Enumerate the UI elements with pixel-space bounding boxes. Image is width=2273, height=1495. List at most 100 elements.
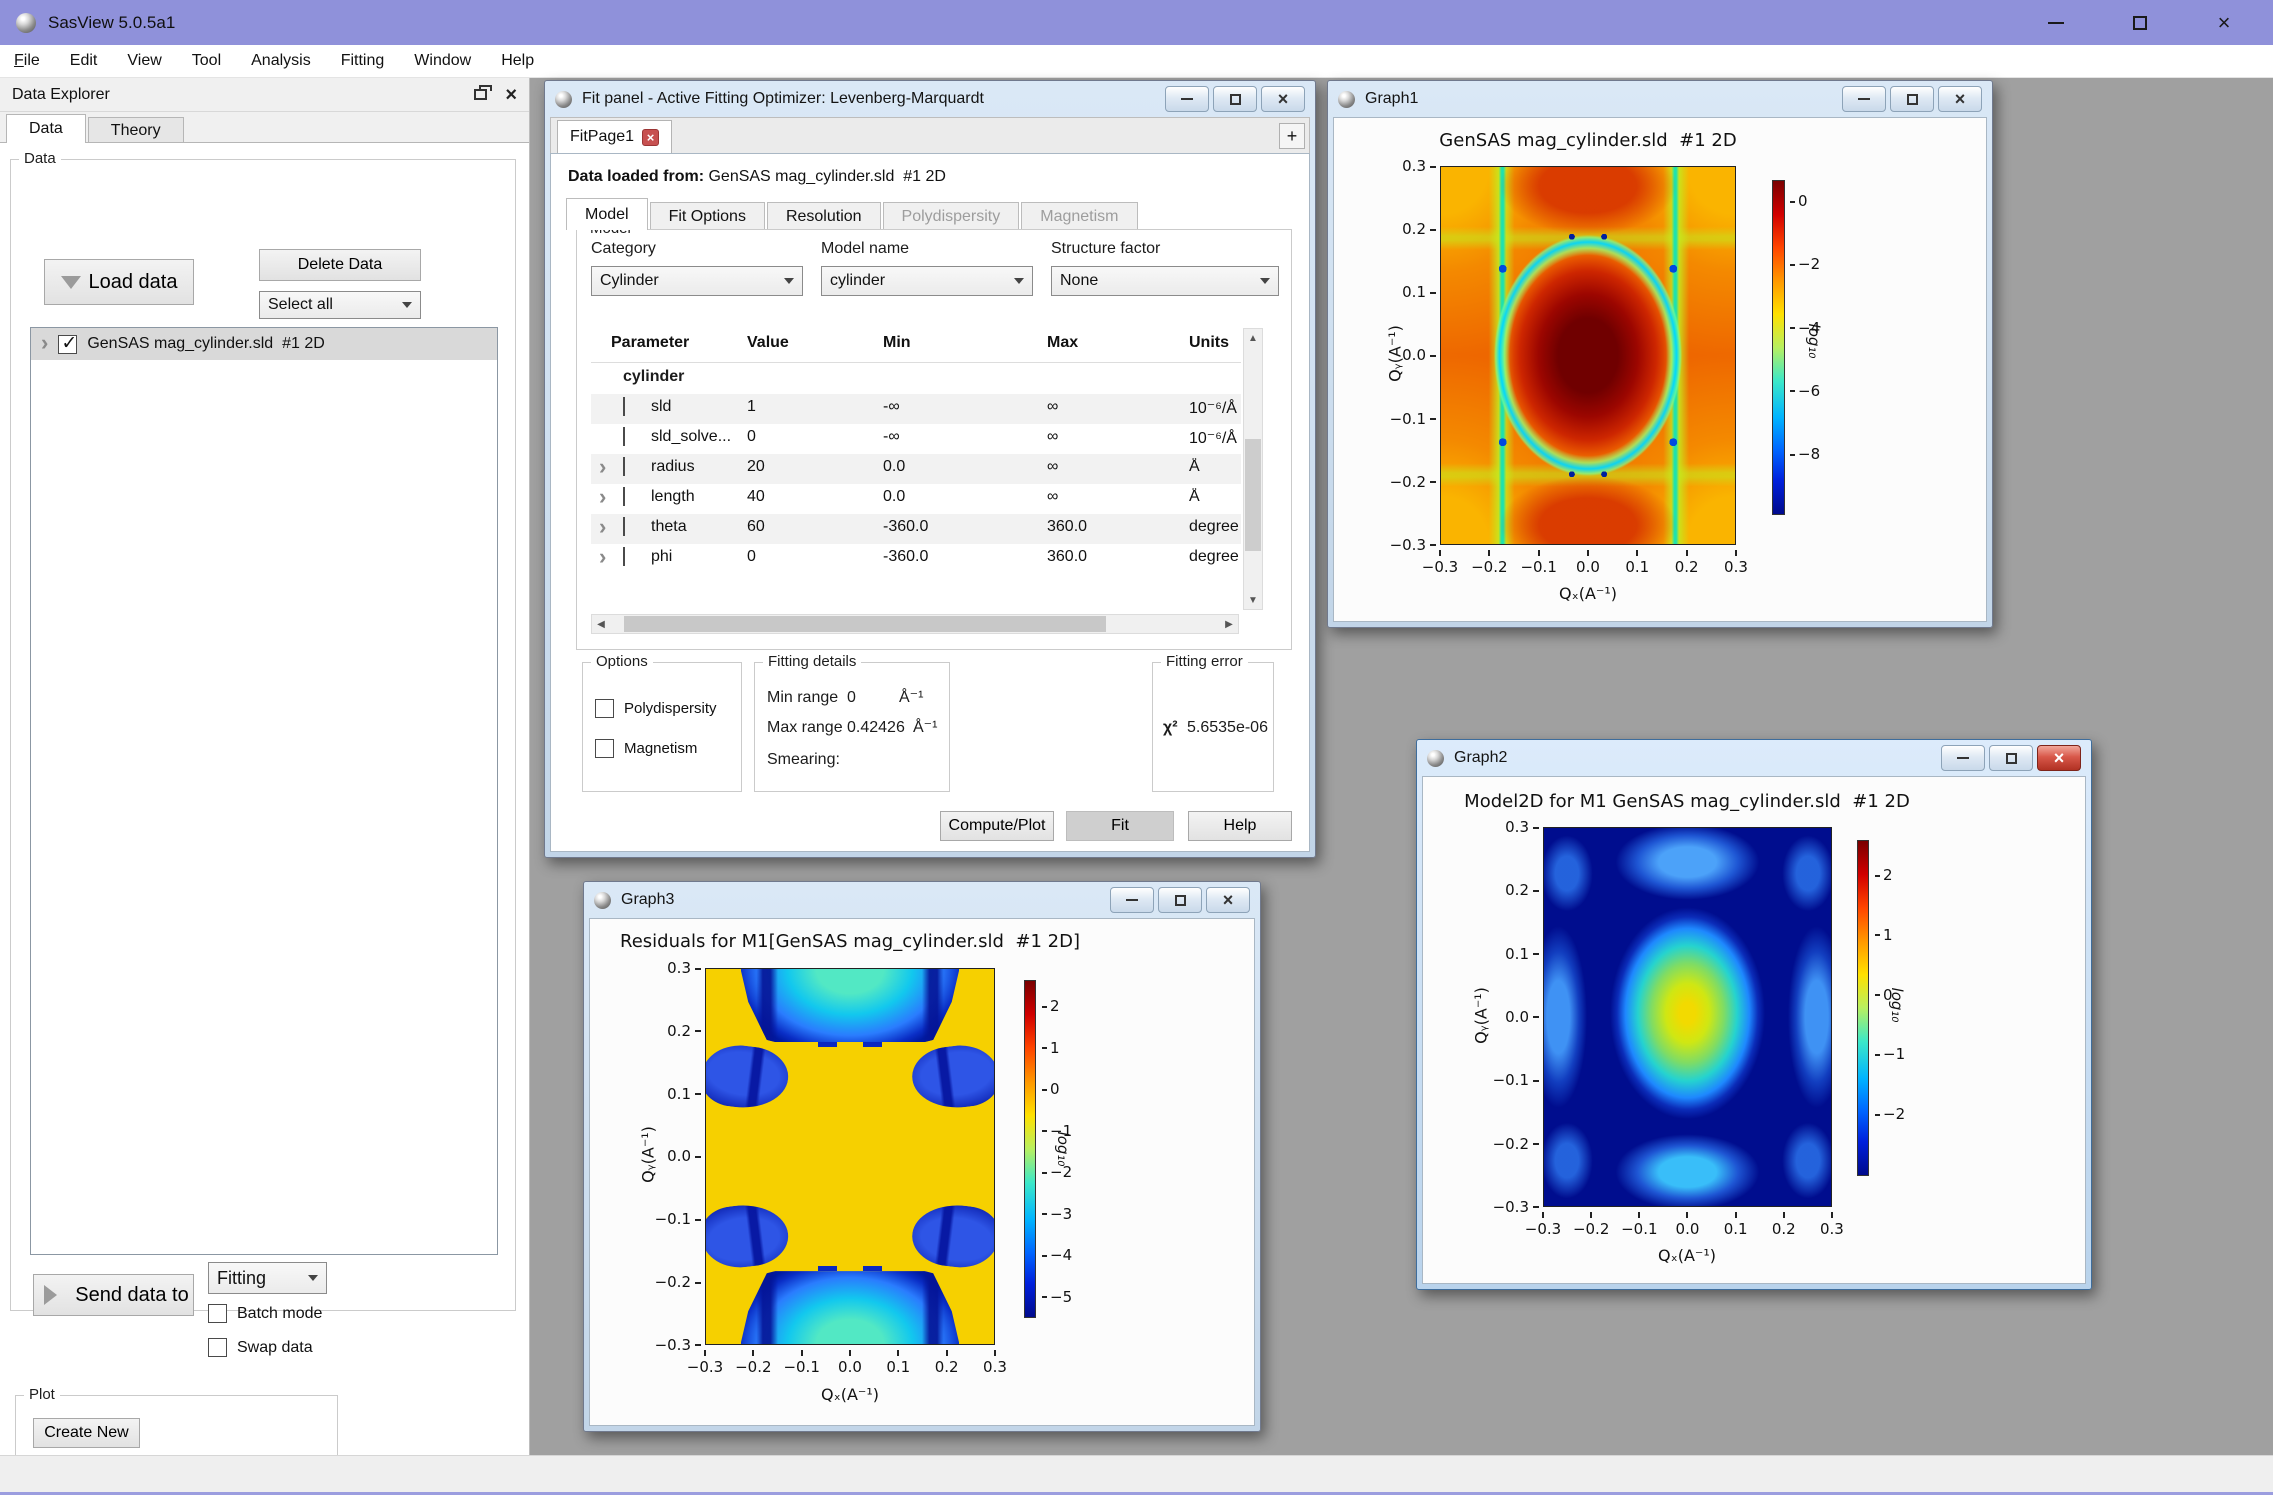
- graph3-heatmap[interactable]: [705, 968, 995, 1345]
- close-button[interactable]: ×: [1261, 86, 1305, 112]
- graph3-titlebar[interactable]: Graph3 ×: [584, 882, 1260, 918]
- graph2-canvas[interactable]: Model2D for M1 GenSAS mag_cylinder.sld #…: [1422, 776, 2086, 1284]
- graph1-titlebar[interactable]: Graph1 ×: [1328, 81, 1992, 117]
- param-row[interactable]: theta 60 -360.0 360.0 degree: [591, 514, 1241, 544]
- checkbox-icon[interactable]: [208, 1338, 227, 1357]
- tab-resolution[interactable]: Resolution: [766, 202, 881, 230]
- param-row[interactable]: sld 1 -∞ ∞ 10⁻⁶/Å: [591, 394, 1241, 424]
- param-checkbox[interactable]: [623, 547, 625, 566]
- scroll-right-icon[interactable]: ▶: [1225, 618, 1233, 630]
- tab-magnetism[interactable]: Magnetism: [1021, 202, 1138, 230]
- close-button[interactable]: ×: [1206, 887, 1250, 913]
- scroll-thumb[interactable]: [624, 616, 1106, 632]
- checkbox-icon[interactable]: [595, 739, 614, 758]
- checkbox-icon[interactable]: [208, 1304, 227, 1323]
- expand-icon[interactable]: [41, 334, 48, 355]
- graph3-canvas[interactable]: Residuals for M1[GenSAS mag_cylinder.sld…: [589, 918, 1255, 1426]
- tab-theory[interactable]: Theory: [87, 117, 184, 143]
- minimize-button[interactable]: [1842, 86, 1886, 112]
- scroll-down-icon[interactable]: ▼: [1248, 594, 1258, 606]
- close-button[interactable]: ×: [2211, 10, 2237, 36]
- scroll-thumb[interactable]: [1245, 439, 1261, 551]
- batch-mode-checkbox[interactable]: Batch mode: [208, 1304, 322, 1323]
- minimize-button[interactable]: [1165, 86, 1209, 112]
- tab-data[interactable]: Data: [6, 114, 86, 143]
- data-explorer-tabs: Data Theory: [6, 114, 184, 143]
- close-button[interactable]: ×: [2037, 745, 2081, 771]
- structure-factor-dropdown[interactable]: None: [1051, 266, 1279, 296]
- expand-icon[interactable]: [599, 458, 606, 479]
- swap-data-checkbox[interactable]: Swap data: [208, 1338, 313, 1357]
- param-checkbox[interactable]: [623, 487, 625, 506]
- minimize-button[interactable]: [2043, 10, 2069, 36]
- param-row[interactable]: sld_solve... 0 -∞ ∞ 10⁻⁶/Å: [591, 424, 1241, 454]
- category-dropdown[interactable]: Cylinder: [591, 266, 803, 296]
- param-checkbox[interactable]: [623, 397, 625, 416]
- expand-icon[interactable]: [599, 518, 606, 539]
- chi2-label: χ²: [1163, 719, 1178, 736]
- maximize-button[interactable]: [1989, 745, 2033, 771]
- tab-polydispersity[interactable]: Polydispersity: [882, 202, 1020, 230]
- compute-plot-button[interactable]: Compute/Plot: [940, 811, 1054, 841]
- tab-fit-options[interactable]: Fit Options: [649, 202, 765, 230]
- close-panel-icon[interactable]: ×: [505, 83, 517, 106]
- tab-model[interactable]: Model: [566, 198, 648, 230]
- model-name-dropdown[interactable]: cylinder: [821, 266, 1033, 296]
- scroll-up-icon[interactable]: ▲: [1248, 332, 1258, 344]
- select-all-dropdown[interactable]: Select all: [259, 291, 421, 319]
- item-checkbox[interactable]: [58, 332, 78, 355]
- delete-data-button[interactable]: Delete Data: [259, 249, 421, 281]
- close-tab-icon[interactable]: ×: [642, 128, 660, 146]
- create-new-button[interactable]: Create New: [33, 1418, 140, 1448]
- send-data-button[interactable]: Send data to: [33, 1274, 194, 1316]
- fit-button[interactable]: Fit: [1066, 811, 1174, 841]
- magnetism-checkbox[interactable]: Magnetism: [595, 739, 697, 758]
- param-row[interactable]: radius 20 0.0 ∞ Å: [591, 454, 1241, 484]
- maximize-button[interactable]: [1213, 86, 1257, 112]
- graph1-heatmap[interactable]: [1440, 166, 1736, 545]
- add-fitpage-button[interactable]: +: [1279, 123, 1305, 149]
- menu-analysis[interactable]: Analysis: [251, 52, 311, 69]
- float-panel-icon[interactable]: [474, 85, 493, 100]
- checkbox-icon[interactable]: [595, 699, 614, 718]
- menu-fitting[interactable]: Fitting: [340, 52, 385, 69]
- minimize-icon: [2048, 21, 2064, 24]
- polydispersity-checkbox[interactable]: Polydispersity: [595, 699, 717, 718]
- fit-help-button[interactable]: Help: [1188, 811, 1292, 841]
- expand-icon[interactable]: [599, 548, 606, 569]
- data-list[interactable]: GenSAS mag_cylinder.sld #1 2D: [30, 327, 498, 1255]
- menu-window[interactable]: Window: [414, 52, 472, 69]
- fitpage1-tab[interactable]: FitPage1 ×: [557, 120, 673, 153]
- maximize-button[interactable]: [1158, 887, 1202, 913]
- menu-edit[interactable]: Edit: [69, 52, 98, 69]
- minimize-button[interactable]: [1110, 887, 1154, 913]
- maximize-button[interactable]: [2127, 10, 2153, 36]
- data-tree-item[interactable]: GenSAS mag_cylinder.sld #1 2D: [31, 328, 497, 360]
- param-checkbox[interactable]: [623, 457, 625, 476]
- status-bar: [0, 1455, 2273, 1492]
- menu-file[interactable]: File: [14, 52, 40, 69]
- table-vertical-scrollbar[interactable]: ▲ ▼: [1243, 328, 1263, 610]
- graph2-heatmap[interactable]: [1543, 827, 1832, 1207]
- table-horizontal-scrollbar[interactable]: ◀ ▶: [591, 614, 1239, 634]
- scroll-left-icon[interactable]: ◀: [597, 618, 605, 630]
- expand-icon[interactable]: [599, 488, 606, 509]
- param-row[interactable]: length 40 0.0 ∞ Å: [591, 484, 1241, 514]
- load-data-button[interactable]: Load data: [44, 259, 194, 305]
- param-row[interactable]: phi 0 -360.0 360.0 degree: [591, 544, 1241, 574]
- menu-view[interactable]: View: [127, 52, 162, 69]
- param-checkbox[interactable]: [623, 427, 625, 446]
- send-target-dropdown[interactable]: Fitting: [208, 1262, 327, 1294]
- close-button[interactable]: ×: [1938, 86, 1982, 112]
- param-checkbox[interactable]: [623, 517, 625, 536]
- menu-tool[interactable]: Tool: [191, 52, 222, 69]
- graph1-canvas[interactable]: GenSAS mag_cylinder.sld #1 2D 0.3 0.2 0.1 0…: [1333, 117, 1987, 622]
- menu-help[interactable]: Help: [501, 52, 535, 69]
- maximize-button[interactable]: [1890, 86, 1934, 112]
- graph2-titlebar[interactable]: Graph2 ×: [1417, 740, 2091, 776]
- minimize-button[interactable]: [1941, 745, 1985, 771]
- header-divider: [591, 362, 1241, 363]
- fit-panel-titlebar[interactable]: Fit panel - Active Fitting Optimizer: Le…: [545, 81, 1315, 117]
- data-loaded-row: Data loaded from: GenSAS mag_cylinder.sl…: [568, 168, 946, 186]
- menu-bar: File Edit View Tool Analysis Fitting Win…: [0, 45, 2273, 78]
